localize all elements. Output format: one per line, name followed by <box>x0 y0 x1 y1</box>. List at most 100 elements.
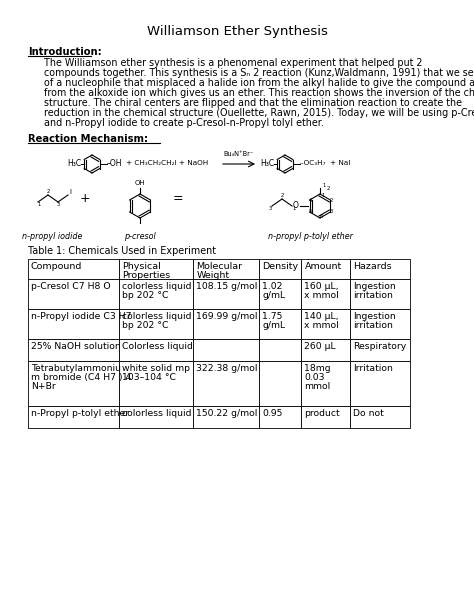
Text: The Williamson ether synthesis is a phenomenal experiment that helped put 2: The Williamson ether synthesis is a phen… <box>44 58 422 68</box>
Text: mmol: mmol <box>304 382 331 391</box>
Text: Compound: Compound <box>31 262 82 271</box>
Bar <box>193 309 259 339</box>
Bar <box>301 259 350 279</box>
Text: –OC₃H₇  + NaI: –OC₃H₇ + NaI <box>300 160 350 166</box>
Text: 169.99 g/mol: 169.99 g/mol <box>196 312 258 321</box>
Text: 1.02: 1.02 <box>262 282 283 291</box>
Bar <box>301 279 350 309</box>
Bar <box>301 339 350 361</box>
Text: Weight: Weight <box>196 271 229 280</box>
Text: n-Propyl p-tolyl ether: n-Propyl p-tolyl ether <box>31 409 129 418</box>
Bar <box>119 309 193 339</box>
Text: 2: 2 <box>327 186 330 191</box>
Text: x mmol: x mmol <box>304 291 339 300</box>
Bar <box>193 339 259 361</box>
Bar <box>350 361 410 406</box>
Text: Do not: Do not <box>353 409 384 418</box>
Text: 4: 4 <box>309 198 312 203</box>
Text: OH: OH <box>135 180 146 186</box>
Text: irritation: irritation <box>353 291 393 300</box>
Bar <box>193 279 259 309</box>
Text: Reaction Mechanism:: Reaction Mechanism: <box>28 134 148 144</box>
Text: 108.15 g/mol: 108.15 g/mol <box>196 282 258 291</box>
Text: m bromide (C4 H7 ) 4: m bromide (C4 H7 ) 4 <box>31 373 131 382</box>
Text: n-Propyl iodide C3 H7: n-Propyl iodide C3 H7 <box>31 312 131 321</box>
Text: colorless liquid: colorless liquid <box>122 312 191 321</box>
Text: 6: 6 <box>320 214 323 219</box>
Text: Respiratory: Respiratory <box>353 342 407 351</box>
Bar <box>259 279 301 309</box>
Text: Molecular: Molecular <box>196 262 243 271</box>
Text: 150.22 g/mol: 150.22 g/mol <box>196 409 258 418</box>
Text: 260 μL: 260 μL <box>304 342 336 351</box>
Bar <box>301 361 350 406</box>
Text: 1: 1 <box>321 193 324 198</box>
Text: +: + <box>80 192 91 205</box>
Text: n-propyl iodide: n-propyl iodide <box>22 232 82 241</box>
Text: 2: 2 <box>281 193 284 198</box>
Text: and n-Propyl iodide to create p-Cresol-n-Propyl tolyl ether.: and n-Propyl iodide to create p-Cresol-n… <box>44 118 324 128</box>
Bar <box>28 361 119 406</box>
Text: bp 202 °C: bp 202 °C <box>122 321 169 330</box>
Bar <box>119 339 193 361</box>
Text: H₃C: H₃C <box>260 159 274 167</box>
Text: 1: 1 <box>322 183 325 188</box>
Text: p-cresol: p-cresol <box>124 232 156 241</box>
Text: N+Br: N+Br <box>31 382 56 391</box>
Text: =: = <box>173 192 183 205</box>
Bar <box>350 279 410 309</box>
Bar <box>119 279 193 309</box>
Bar <box>259 259 301 279</box>
Text: Colorless liquid: Colorless liquid <box>122 342 193 351</box>
Text: 103–104 °C: 103–104 °C <box>122 373 176 382</box>
Bar <box>350 259 410 279</box>
Text: 25% NaOH solution: 25% NaOH solution <box>31 342 121 351</box>
Text: g/mL: g/mL <box>262 321 285 330</box>
Text: 3: 3 <box>57 202 60 207</box>
Text: 3: 3 <box>269 206 272 211</box>
Text: 0.95: 0.95 <box>262 409 283 418</box>
Text: 160 μL,: 160 μL, <box>304 282 339 291</box>
Bar <box>259 361 301 406</box>
Text: 2: 2 <box>47 189 50 194</box>
Text: Introduction:: Introduction: <box>28 47 102 57</box>
Text: colorless liquid: colorless liquid <box>122 409 191 418</box>
Text: product: product <box>304 409 340 418</box>
Text: compounds together. This synthesis is a Sₙ 2 reaction (Kunz,Waldmann, 1991) that: compounds together. This synthesis is a … <box>44 68 474 78</box>
Text: bp 202 °C: bp 202 °C <box>122 291 169 300</box>
Text: + CH₃CH₂CH₂I + NaOH: + CH₃CH₂CH₂I + NaOH <box>126 160 208 166</box>
Text: x mmol: x mmol <box>304 321 339 330</box>
Bar <box>350 406 410 428</box>
Bar <box>350 309 410 339</box>
Text: Tetrabutylammoniu: Tetrabutylammoniu <box>31 364 121 373</box>
Text: irritation: irritation <box>353 321 393 330</box>
Text: 1: 1 <box>292 206 295 211</box>
Text: reduction in the chemical structure (Ouellette, Rawn, 2015). Today, we will be u: reduction in the chemical structure (Oue… <box>44 108 474 118</box>
Bar <box>193 406 259 428</box>
Text: H₃C: H₃C <box>67 159 81 167</box>
Bar <box>28 339 119 361</box>
Bar <box>28 279 119 309</box>
Text: O: O <box>293 200 299 210</box>
Text: Ingestion: Ingestion <box>353 312 396 321</box>
Bar <box>301 309 350 339</box>
Text: 1.75: 1.75 <box>262 312 283 321</box>
Bar <box>119 406 193 428</box>
Text: 18mg: 18mg <box>304 364 331 373</box>
Text: from the alkoxide ion which gives us an ether. This reaction shows the inversion: from the alkoxide ion which gives us an … <box>44 88 474 98</box>
Text: g/mL: g/mL <box>262 291 285 300</box>
Text: of a nucleophile that misplaced a halide ion from the alkyl halide to give the c: of a nucleophile that misplaced a halide… <box>44 78 474 88</box>
Text: white solid mp: white solid mp <box>122 364 190 373</box>
Text: 322.38 g/mol: 322.38 g/mol <box>196 364 258 373</box>
Bar <box>28 309 119 339</box>
Bar <box>28 259 119 279</box>
Text: Irritation: Irritation <box>353 364 393 373</box>
Text: I: I <box>69 189 71 195</box>
Text: Amount: Amount <box>304 262 342 271</box>
Text: Ingestion: Ingestion <box>353 282 396 291</box>
Text: Bu₄N⁺Br⁻: Bu₄N⁺Br⁻ <box>224 151 254 157</box>
Text: –OH: –OH <box>107 159 122 167</box>
Bar <box>259 339 301 361</box>
Bar <box>119 361 193 406</box>
Bar <box>193 259 259 279</box>
